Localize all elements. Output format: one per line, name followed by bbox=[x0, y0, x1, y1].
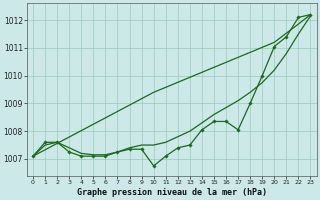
X-axis label: Graphe pression niveau de la mer (hPa): Graphe pression niveau de la mer (hPa) bbox=[77, 188, 267, 197]
